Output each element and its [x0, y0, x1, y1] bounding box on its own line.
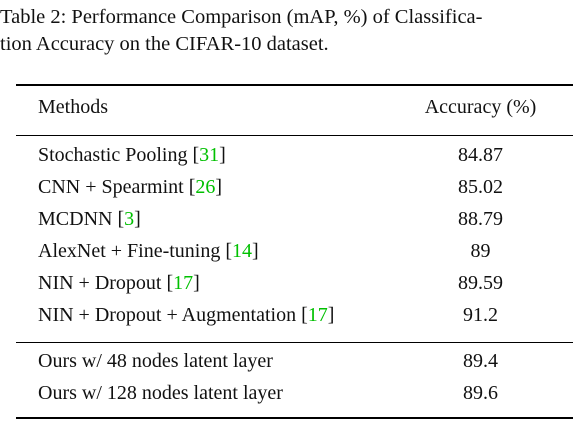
citation-link[interactable]: 26 [195, 176, 216, 198]
citation-link[interactable]: 3 [124, 208, 135, 230]
header-methods: Methods [38, 96, 108, 118]
method-name: CNN + Spearmint [26] [38, 176, 223, 198]
accuracy-value: 88.79 [458, 208, 503, 230]
accuracy-value: 89.4 [463, 350, 498, 372]
citation-link[interactable]: 31 [199, 144, 220, 166]
header-accuracy: Accuracy (%) [424, 96, 537, 118]
citation-link[interactable]: 14 [232, 240, 253, 262]
table-row: AlexNet + Fine-tuning [14] 89 [16, 240, 573, 270]
method-name: Ours w/ 48 nodes latent layer [38, 350, 273, 372]
accuracy-value: 84.87 [458, 144, 503, 166]
accuracy-value: 89.59 [458, 272, 503, 294]
table-row: MCDNN [3] 88.79 [16, 208, 573, 238]
table-row: Ours w/ 128 nodes latent layer 89.6 [16, 382, 573, 412]
method-name: NIN + Dropout + Augmentation [17] [38, 304, 335, 326]
accuracy-value: 85.02 [458, 176, 503, 198]
table-row: NIN + Dropout + Augmentation [17] 91.2 [16, 304, 573, 334]
accuracy-value: 89.6 [463, 382, 498, 404]
header-row: Methods Accuracy (%) [16, 96, 573, 126]
group-rule [16, 342, 573, 343]
table-row: CNN + Spearmint [26] 85.02 [16, 176, 573, 206]
method-name: NIN + Dropout [17] [38, 272, 200, 294]
caption-line-2: tion Accuracy on the CIFAR-10 dataset. [0, 33, 329, 55]
method-name: AlexNet + Fine-tuning [14] [38, 240, 259, 262]
accuracy-value: 89 [470, 240, 491, 262]
table-row: Stochastic Pooling [31] 84.87 [16, 144, 573, 174]
top-rule [16, 84, 573, 86]
method-name: MCDNN [3] [38, 208, 141, 230]
header-rule [16, 135, 573, 136]
citation-link[interactable]: 17 [307, 304, 328, 326]
table-row: NIN + Dropout [17] 89.59 [16, 272, 573, 302]
caption-line-1: Table 2: Performance Comparison (mAP, %)… [0, 6, 483, 28]
table-caption: Table 2: Performance Comparison (mAP, %)… [0, 4, 580, 58]
bottom-rule [16, 417, 573, 419]
citation-link[interactable]: 17 [173, 272, 194, 294]
accuracy-value: 91.2 [463, 304, 498, 326]
table-row: Ours w/ 48 nodes latent layer 89.4 [16, 350, 573, 380]
method-name: Stochastic Pooling [31] [38, 144, 226, 166]
method-name: Ours w/ 128 nodes latent layer [38, 382, 283, 404]
